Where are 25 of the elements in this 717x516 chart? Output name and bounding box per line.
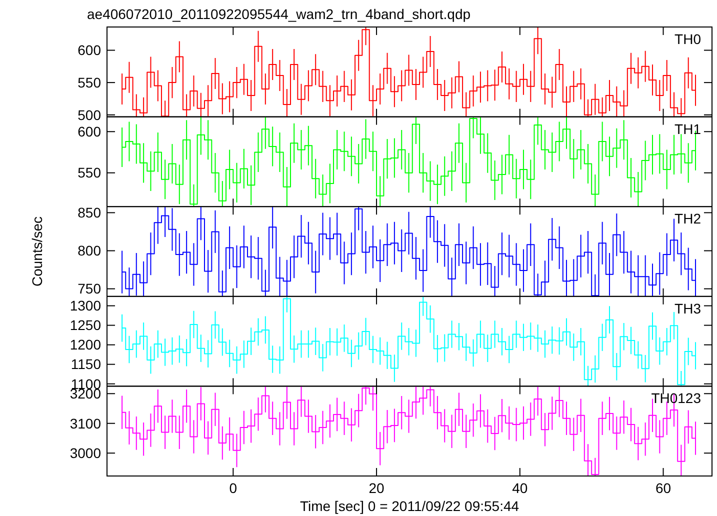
x-tick-label: 40 [512,480,528,496]
y-tick-label: 1150 [70,356,102,372]
annotation: TH3 [674,300,702,316]
y-tick-label: 800 [78,242,102,259]
chart-title: ae406072010_20110922095544_wam2_trn_4band_short.qdp [87,6,471,22]
y-tick-label: 550 [78,74,102,90]
annotation: TH1 [674,120,702,137]
y-tick-label: 750 [78,280,102,297]
y-tick-label: 550 [78,164,102,181]
annotation: TH0 [674,31,702,47]
x-tick-label: 0 [229,480,238,496]
y-tick-label: 850 [78,204,102,221]
y-tick-label: 600 [78,42,102,58]
y-tick-label: 500 [78,106,102,123]
x-tick-label: 20 [368,480,385,496]
y-tick-label: 3100 [70,415,102,432]
y-tick-label: 1200 [70,336,102,353]
y-tick-label: 1250 [70,317,102,334]
y-tick-label: 1300 [70,298,102,314]
x-axis-title: Time [sec] 0 = 2011/09/22 09:55:44 [300,498,520,514]
y-tick-label: 600 [78,124,102,140]
y-tick-label: 3000 [70,445,102,462]
x-tick-label: 60 [655,480,672,496]
y-axis-title: Counts/sec [29,216,45,287]
annotation: TH2 [674,210,702,227]
